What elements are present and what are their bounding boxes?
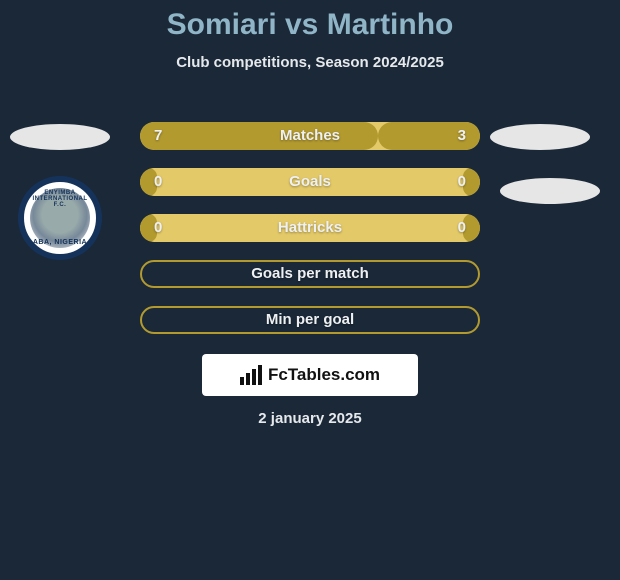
- title-player-right: Martinho: [327, 8, 454, 41]
- stat-label: Goals: [140, 168, 480, 196]
- player-photo-right-1: [490, 124, 590, 150]
- stat-label: Min per goal: [142, 308, 478, 332]
- club-badge-art: ENYIMBA INTERNATIONAL F.C. ABA, NIGERIA: [30, 188, 90, 248]
- stat-label: Goals per match: [142, 262, 478, 286]
- player-photo-left: [10, 124, 110, 150]
- stat-label: Matches: [140, 122, 480, 150]
- comparison-card: Somiari vs Martinho Club competitions, S…: [0, 0, 620, 580]
- footer-date: 2 january 2025: [0, 410, 620, 427]
- brand-text: FcTables.com: [268, 365, 380, 385]
- stat-row-goals: 00Goals: [140, 168, 480, 196]
- title-player-left: Somiari: [167, 8, 277, 41]
- stat-row-hattricks: 00Hattricks: [140, 214, 480, 242]
- page-title: Somiari vs Martinho: [0, 0, 620, 42]
- stat-label: Hattricks: [140, 214, 480, 242]
- subtitle: Club competitions, Season 2024/2025: [0, 54, 620, 71]
- club-badge-top-text: ENYIMBA INTERNATIONAL F.C.: [30, 190, 90, 208]
- club-badge-bottom-text: ABA, NIGERIA: [30, 239, 90, 246]
- bars-icon: [240, 365, 262, 385]
- stats-container: 73Matches 00Goals 00Hattricks Goals per mat…: [140, 122, 480, 352]
- stat-row-min-per-goal: Min per goal: [140, 306, 480, 334]
- title-vs: vs: [285, 8, 318, 41]
- stat-row-matches: 73Matches: [140, 122, 480, 150]
- player-photo-right-2: [500, 178, 600, 204]
- club-badge-left: ENYIMBA INTERNATIONAL F.C. ABA, NIGERIA: [18, 176, 102, 260]
- brand-box[interactable]: FcTables.com: [202, 354, 418, 396]
- stat-row-goals-per-match: Goals per match: [140, 260, 480, 288]
